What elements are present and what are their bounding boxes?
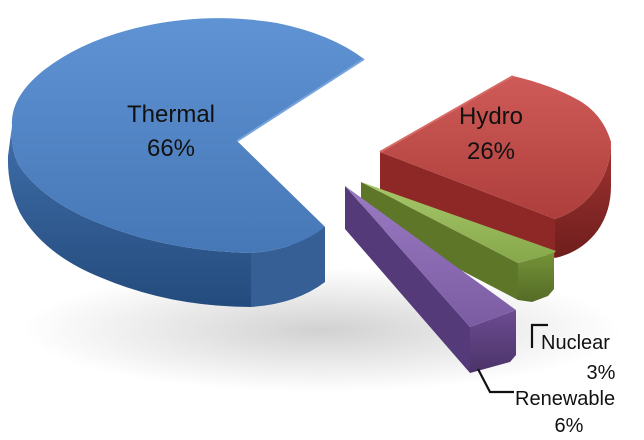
thermal-top-face bbox=[11, 18, 364, 253]
nuclear-inner-side bbox=[361, 182, 518, 300]
nuclear-top-face bbox=[361, 182, 556, 263]
renewable-inner-side bbox=[345, 186, 470, 373]
nuclear-outer-side bbox=[518, 253, 554, 302]
renewable-leader-line bbox=[477, 368, 514, 394]
renewable-percent-label: 6% bbox=[555, 415, 584, 437]
thermal-label: Thermal bbox=[127, 101, 215, 128]
hydro-inner-side bbox=[380, 152, 555, 258]
pie-slice-hydro bbox=[379, 75, 611, 258]
thermal-outer-side bbox=[7, 126, 251, 307]
pie-slice-thermal bbox=[7, 18, 365, 307]
renewable-label: Renewable bbox=[515, 388, 615, 410]
thermal-percent-label: 66% bbox=[147, 135, 195, 162]
nuclear-percent-label: 3% bbox=[587, 362, 616, 384]
nuclear-leader-line bbox=[530, 323, 548, 348]
renewable-outer-side bbox=[470, 310, 516, 373]
nuclear-label: Nuclear bbox=[541, 332, 610, 354]
thermal-inner-side-b bbox=[251, 227, 325, 307]
hydro-label: Hydro bbox=[459, 103, 523, 130]
pie-slice-nuclear bbox=[361, 182, 556, 302]
thermal-edge-highlight bbox=[236, 58, 365, 142]
hydro-edge-highlight bbox=[379, 75, 514, 153]
hydro-top-face bbox=[380, 76, 611, 219]
hydro-percent-label: 26% bbox=[467, 138, 515, 165]
renewable-top-face bbox=[345, 186, 516, 327]
pie-slice-renewable bbox=[345, 186, 516, 373]
hydro-outer-side bbox=[555, 142, 611, 258]
